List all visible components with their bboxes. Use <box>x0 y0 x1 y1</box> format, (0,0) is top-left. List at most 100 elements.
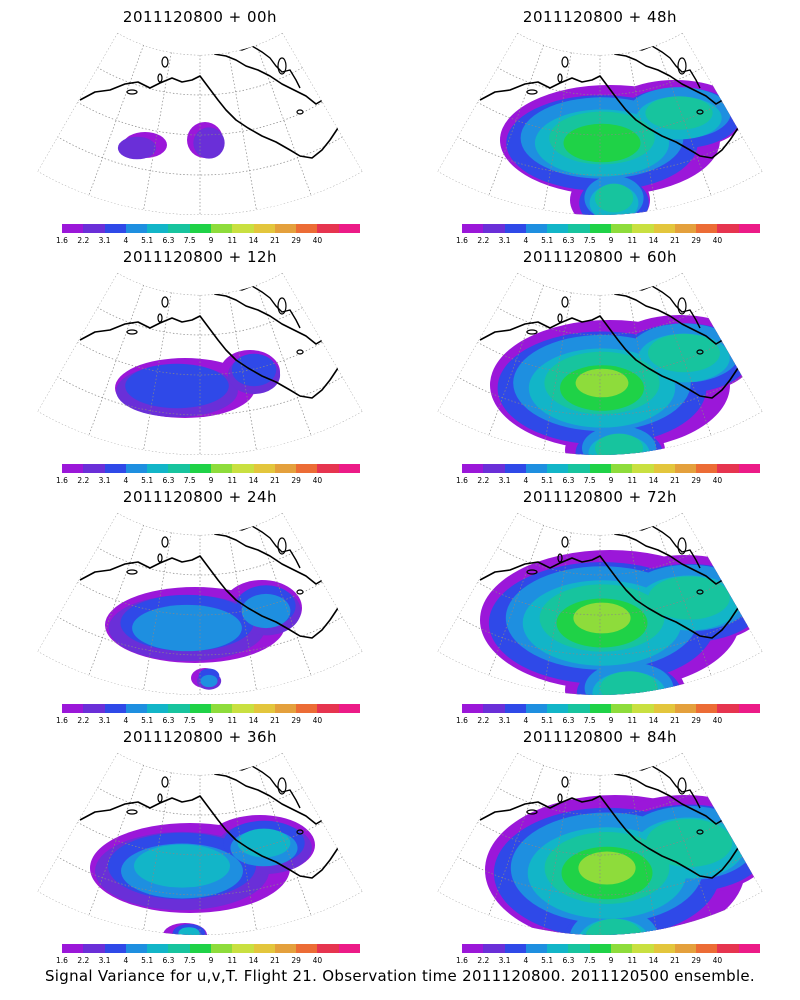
colorbar-swatch <box>696 704 718 713</box>
island-outline <box>321 330 327 338</box>
colorbar-tick-label: 5.1 <box>141 716 154 725</box>
panel-title: 2011120800 + 48h <box>522 8 678 26</box>
colorbar-swatch <box>462 944 484 953</box>
colorbar-tick-label: 3.1 <box>498 236 511 245</box>
island-outline <box>37 106 47 114</box>
colorbar-labels: 1.6 2.2 3.1 4 5.1 6.3 7.5 9 11 14 21 29 40 <box>52 716 370 726</box>
colorbar-labels: 1.6 2.2 3.1 4 5.1 6.3 7.5 9 11 14 21 29 40 <box>52 236 370 246</box>
colorbar-swatch <box>674 224 697 233</box>
colorbar-swatch <box>547 944 569 953</box>
island-outline <box>561 296 569 308</box>
latitude-line <box>37 891 363 935</box>
panel-title: 2011120800 + 72h <box>522 488 678 506</box>
colorbar-tick-label: 3.1 <box>498 716 511 725</box>
colorbar-tick-label: 3.1 <box>98 476 111 485</box>
colorbar <box>62 944 360 953</box>
colorbar-swatch <box>274 464 297 473</box>
island-outline <box>161 56 169 68</box>
longitude-line <box>437 32 518 172</box>
longitude-line <box>256 764 312 916</box>
colorbar-tick-label: 11 <box>227 956 238 965</box>
map-panel: 2011120800 + 12h 1.6 2.2 3.1 4 5.1 6.3 7.5 9 11 14… <box>0 240 400 485</box>
colorbar <box>62 704 360 713</box>
colorbar-swatch <box>589 704 611 713</box>
coastline <box>79 533 345 639</box>
colorbar-tick-label: 29 <box>291 716 301 725</box>
latitude-line <box>497 307 703 336</box>
colorbar-swatch <box>547 224 569 233</box>
island-outline <box>126 89 138 95</box>
colorbar-tick-label: 11 <box>227 236 238 245</box>
longitude-line <box>37 512 118 652</box>
longitude-line <box>88 764 144 916</box>
colorbar-swatch <box>568 224 590 233</box>
variance-contour <box>231 353 277 387</box>
colorbar-tick-label: 11 <box>627 956 638 965</box>
island-outline <box>677 537 687 555</box>
colorbar-tick-label: 14 <box>248 476 259 485</box>
polar-map <box>437 512 763 695</box>
colorbar-swatch <box>632 944 654 953</box>
longitude-line <box>543 772 572 931</box>
colorbar-tick-label: 21 <box>670 716 680 725</box>
colorbar <box>62 464 360 473</box>
colorbar-swatch <box>232 944 254 953</box>
colorbar-swatch <box>104 944 126 953</box>
colorbar-tick-label: 2.2 <box>477 716 490 725</box>
longitude-line <box>143 532 172 691</box>
colorbar-tick-label: 9 <box>208 716 214 725</box>
longitude-line <box>143 772 172 931</box>
longitude-line <box>656 524 712 676</box>
colorbar-tick-label: 4 <box>523 236 529 245</box>
longitude-line <box>37 752 118 892</box>
colorbar-swatch <box>483 464 505 473</box>
colorbar-tick-label: 6.3 <box>162 236 175 245</box>
longitude-line <box>88 284 144 436</box>
polar-map <box>37 272 363 455</box>
colorbar-swatch <box>738 464 760 473</box>
colorbar-tick-label: 11 <box>627 476 638 485</box>
variance-contour <box>595 433 643 455</box>
colorbar-tick-label: 14 <box>248 956 259 965</box>
colorbar-tick-label: 21 <box>270 236 280 245</box>
colorbar-swatch <box>168 464 190 473</box>
colorbar-tick-label: 11 <box>627 716 638 725</box>
colorbar-tick-label: 11 <box>227 716 238 725</box>
colorbar-swatch <box>483 224 505 233</box>
colorbar-swatch <box>253 704 275 713</box>
variance-contour <box>594 183 634 213</box>
latitude-line <box>517 272 683 296</box>
colorbar-tick-label: 2.2 <box>477 236 490 245</box>
colorbar-tick-label: 4 <box>123 956 129 965</box>
colorbar-tick-label: 40 <box>712 476 723 485</box>
colorbar-tick-label: 29 <box>691 956 701 965</box>
colorbar-swatch <box>589 224 611 233</box>
colorbar-swatch <box>168 704 190 713</box>
colorbar-tick-label: 1.6 <box>56 956 68 965</box>
colorbar-swatch <box>738 224 760 233</box>
colorbar-tick-label: 6.3 <box>162 716 175 725</box>
colorbar-swatch <box>696 944 718 953</box>
colorbar-tick-label: 5.1 <box>141 956 154 965</box>
colorbar <box>462 944 760 953</box>
colorbar-tick-label: 7.5 <box>183 956 196 965</box>
colorbar-swatch <box>296 464 318 473</box>
variance-contour <box>178 927 200 935</box>
colorbar-swatch <box>632 224 654 233</box>
colorbar-tick-label: 9 <box>608 476 614 485</box>
latitude-line <box>517 512 683 536</box>
island-outline <box>450 100 462 108</box>
colorbar-tick-label: 9 <box>208 476 214 485</box>
colorbar-tick-label: 21 <box>670 476 680 485</box>
colorbar-swatch <box>147 224 169 233</box>
colorbar-tick-label: 14 <box>648 236 659 245</box>
colorbar-swatch <box>568 464 590 473</box>
coastline <box>79 773 345 879</box>
island-outline <box>161 296 169 308</box>
island-outline <box>677 297 687 315</box>
colorbar-tick-label: 21 <box>670 236 680 245</box>
colorbar-labels: 1.6 2.2 3.1 4 5.1 6.3 7.5 9 11 14 21 29 40 <box>452 236 770 246</box>
colorbar-swatch <box>338 224 360 233</box>
colorbar-swatch <box>610 704 633 713</box>
variance-contour <box>241 593 291 629</box>
